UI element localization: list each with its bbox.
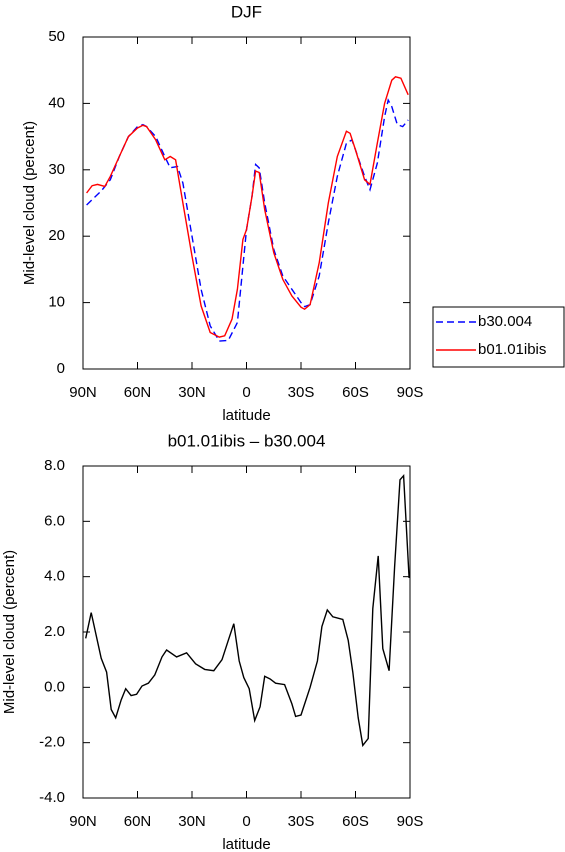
y-tick-label: 20 <box>48 227 65 244</box>
y-tick-label: 4.0 <box>44 568 65 585</box>
chart-title: b01.01ibis – b30.004 <box>168 431 326 450</box>
x-tick-label: 30S <box>288 813 315 830</box>
x-tick-label: 60S <box>342 384 369 401</box>
y-tick-label: 0 <box>57 360 65 377</box>
y-axis-label: Mid-level cloud (percent) <box>21 121 38 285</box>
y-tick-label: -4.0 <box>39 789 65 806</box>
x-tick-label: 90S <box>397 813 424 830</box>
series-line <box>85 473 410 748</box>
x-tick-label: 90N <box>69 384 97 401</box>
x-tick-label: 30N <box>178 384 206 401</box>
series-line <box>86 76 409 338</box>
legend-box <box>432 306 565 368</box>
x-tick-label: 60N <box>124 384 152 401</box>
x-tick-label: 30N <box>178 813 206 830</box>
y-tick-label: 2.0 <box>44 623 65 640</box>
x-tick-label: 0 <box>242 384 250 401</box>
legend-label: b30.004 <box>478 313 532 330</box>
y-tick-label: 8.0 <box>44 457 65 474</box>
x-tick-label: 90N <box>69 813 97 830</box>
y-tick-label: 30 <box>48 161 65 178</box>
x-tick-label: 0 <box>242 813 250 830</box>
y-tick-label: 6.0 <box>44 512 65 529</box>
y-axis-label: Mid-level cloud (percent) <box>1 550 18 714</box>
x-tick-label: 30S <box>288 384 315 401</box>
x-axis-label: latitude <box>222 836 270 852</box>
y-tick-label: 10 <box>48 294 65 311</box>
y-tick-label: -2.0 <box>39 734 65 751</box>
y-tick-label: 50 <box>48 28 65 45</box>
x-tick-label: 60S <box>342 813 369 830</box>
x-axis-label: latitude <box>222 407 270 424</box>
legend-label: b01.01ibis <box>478 341 546 358</box>
y-tick-label: 40 <box>48 94 65 111</box>
chart-title: DJF <box>231 2 262 21</box>
x-tick-label: 60N <box>124 813 152 830</box>
y-tick-label: 0.0 <box>44 678 65 695</box>
plot-frame <box>82 465 411 799</box>
plot-frame <box>82 36 411 370</box>
x-tick-label: 90S <box>397 384 424 401</box>
